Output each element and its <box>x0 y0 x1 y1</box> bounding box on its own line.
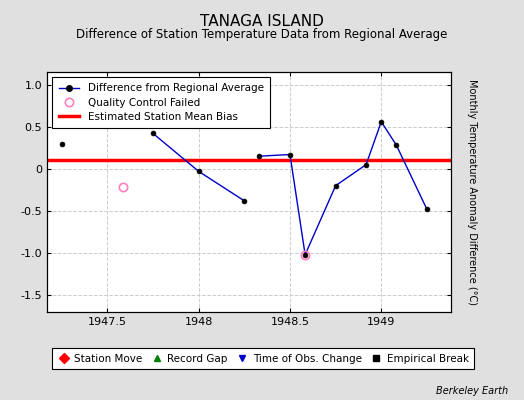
Text: TANAGA ISLAND: TANAGA ISLAND <box>200 14 324 29</box>
Text: Difference of Station Temperature Data from Regional Average: Difference of Station Temperature Data f… <box>77 28 447 41</box>
Legend: Station Move, Record Gap, Time of Obs. Change, Empirical Break: Station Move, Record Gap, Time of Obs. C… <box>52 348 474 369</box>
Text: Berkeley Earth: Berkeley Earth <box>436 386 508 396</box>
Y-axis label: Monthly Temperature Anomaly Difference (°C): Monthly Temperature Anomaly Difference (… <box>466 79 477 305</box>
